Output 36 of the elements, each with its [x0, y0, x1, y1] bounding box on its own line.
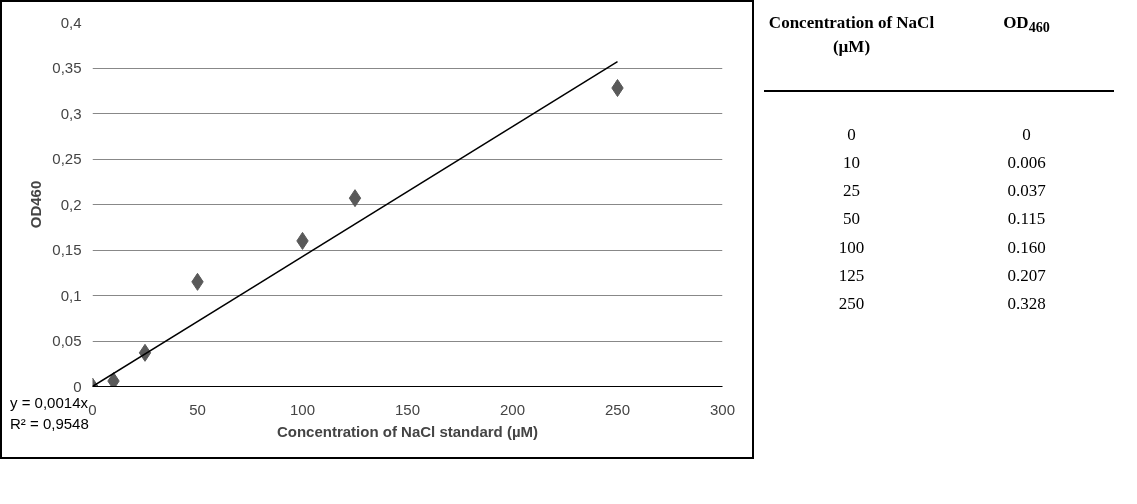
- x-tick-label: 200: [499, 400, 526, 418]
- y-tick-label: 0,1: [60, 286, 82, 304]
- x-axis-title: Concentration of NaCl standard (µM): [276, 422, 539, 440]
- y-tick-label: 0,2: [60, 195, 82, 213]
- text: 0.328: [1007, 294, 1046, 314]
- category-label: 100: [837, 236, 866, 259]
- category-label: 50: [842, 208, 861, 231]
- text: 0.115: [1007, 209, 1046, 229]
- x-tick-label: 100: [289, 400, 316, 418]
- text: 0.160: [1007, 237, 1046, 257]
- y-tick-label: 0,3: [60, 104, 82, 122]
- text: y = 0,0014x: [10, 394, 88, 411]
- category-label: 250: [837, 293, 866, 316]
- text: Concentration of NaCl (µM): [764, 10, 939, 91]
- y-tick-label: 0,35: [52, 59, 82, 76]
- x-tick-label: 150: [394, 400, 421, 418]
- text: OD$_{460}$: [939, 10, 1114, 91]
- x-tick-label: 0: [88, 400, 97, 418]
- y-tick-label: 0,05: [52, 332, 82, 349]
- x-tick-label: 250: [604, 400, 631, 418]
- text: 0.006: [1007, 152, 1046, 172]
- category-label: 10: [842, 151, 861, 174]
- y-axis-title: OD460: [27, 180, 45, 229]
- category-label: 0: [846, 123, 857, 146]
- category-label: 125: [837, 264, 866, 287]
- y-tick-label: 0,25: [52, 150, 82, 167]
- x-tick-label: 50: [189, 400, 206, 418]
- category-label: 25: [842, 180, 861, 203]
- x-tick-label: 300: [709, 400, 736, 418]
- text: 0.037: [1007, 181, 1046, 201]
- y-tick-label: 0,4: [60, 13, 82, 31]
- y-tick-label: 0,15: [52, 241, 82, 258]
- y-tick-label: 0: [73, 377, 82, 395]
- text: 0.207: [1007, 265, 1046, 285]
- text: R² = 0,9548: [10, 415, 89, 433]
- text: 0: [1022, 124, 1031, 144]
